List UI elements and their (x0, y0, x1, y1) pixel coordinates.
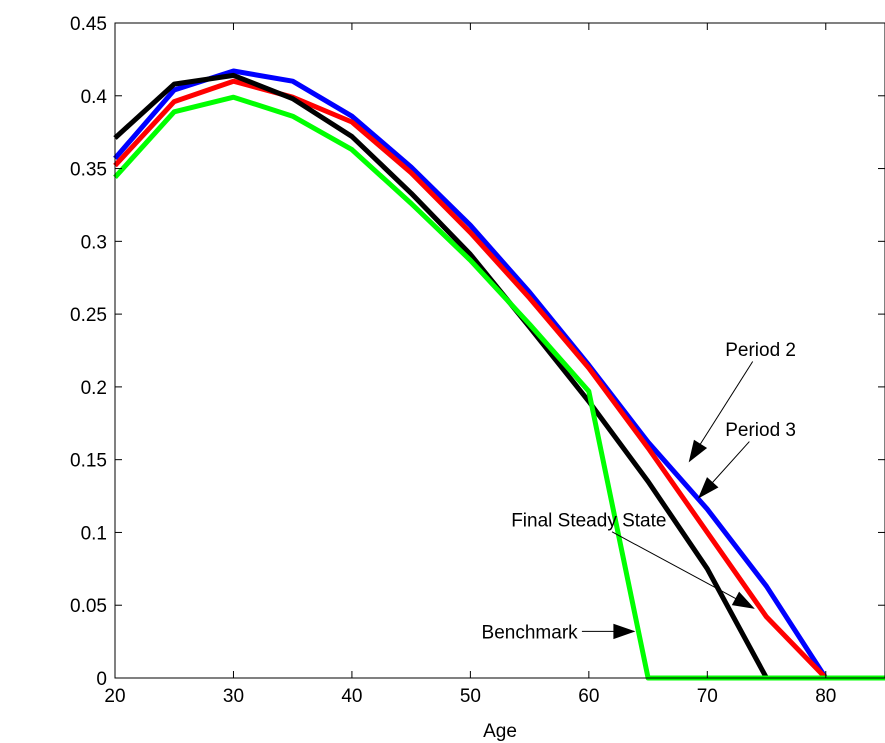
x-tick-label: 40 (341, 686, 362, 707)
x-tick-label: 20 (104, 686, 125, 707)
axes-box (114, 22, 885, 679)
y-tick-label: 0.1 (81, 523, 107, 544)
annotation-arrowhead (613, 623, 636, 640)
x-tick-label: 30 (223, 686, 244, 707)
annotation-benchmark: Benchmark (482, 622, 636, 643)
annotation-arrow-line (611, 531, 754, 609)
annotation-label: Period 2 (725, 340, 796, 361)
annotation-arrowhead (697, 477, 719, 499)
annotation-period-2: Period 2 (688, 340, 796, 463)
x-axis-label: Age (483, 721, 517, 742)
annotation-arrowhead (731, 591, 755, 609)
axes-layer: 20 30 40 50 60 70 80 0 0.05 0.1 0.15 0.2 0.25 0.3 0.35… (70, 14, 885, 707)
x-tick-label: 60 (578, 686, 599, 707)
x-tick-label: 50 (460, 686, 481, 707)
y-tick-label: 0.35 (70, 160, 107, 181)
x-tick-label: 70 (697, 686, 718, 707)
y-tick-label: 0.45 (70, 14, 107, 35)
annotation-arrowhead (688, 439, 708, 463)
annotation-final-steady-state: Final Steady State (511, 510, 755, 609)
series-line-period-3 (113, 78, 885, 681)
y-tick-label: 0.25 (70, 305, 107, 326)
annotation-layer: Period 2 Period 3 Final Steady State Benchm… (482, 340, 796, 643)
plot-area (115, 23, 885, 678)
y-tick-label: 0.3 (81, 232, 107, 253)
y-tick-label: 0.4 (81, 87, 108, 108)
y-tick-label: 0 (96, 669, 107, 690)
annotation-label: Final Steady State (511, 510, 666, 531)
annotation-label: Benchmark (482, 622, 579, 643)
x-tick-label: 80 (815, 686, 836, 707)
series-line-period-2 (113, 68, 885, 681)
y-tick-label: 0.2 (81, 378, 107, 399)
y-tick-label: 0.05 (70, 596, 107, 617)
annotation-label: Period 3 (725, 420, 796, 441)
y-tick-label: 0.15 (70, 451, 107, 472)
series-layer (113, 68, 885, 681)
annotation-period-3: Period 3 (697, 420, 796, 499)
